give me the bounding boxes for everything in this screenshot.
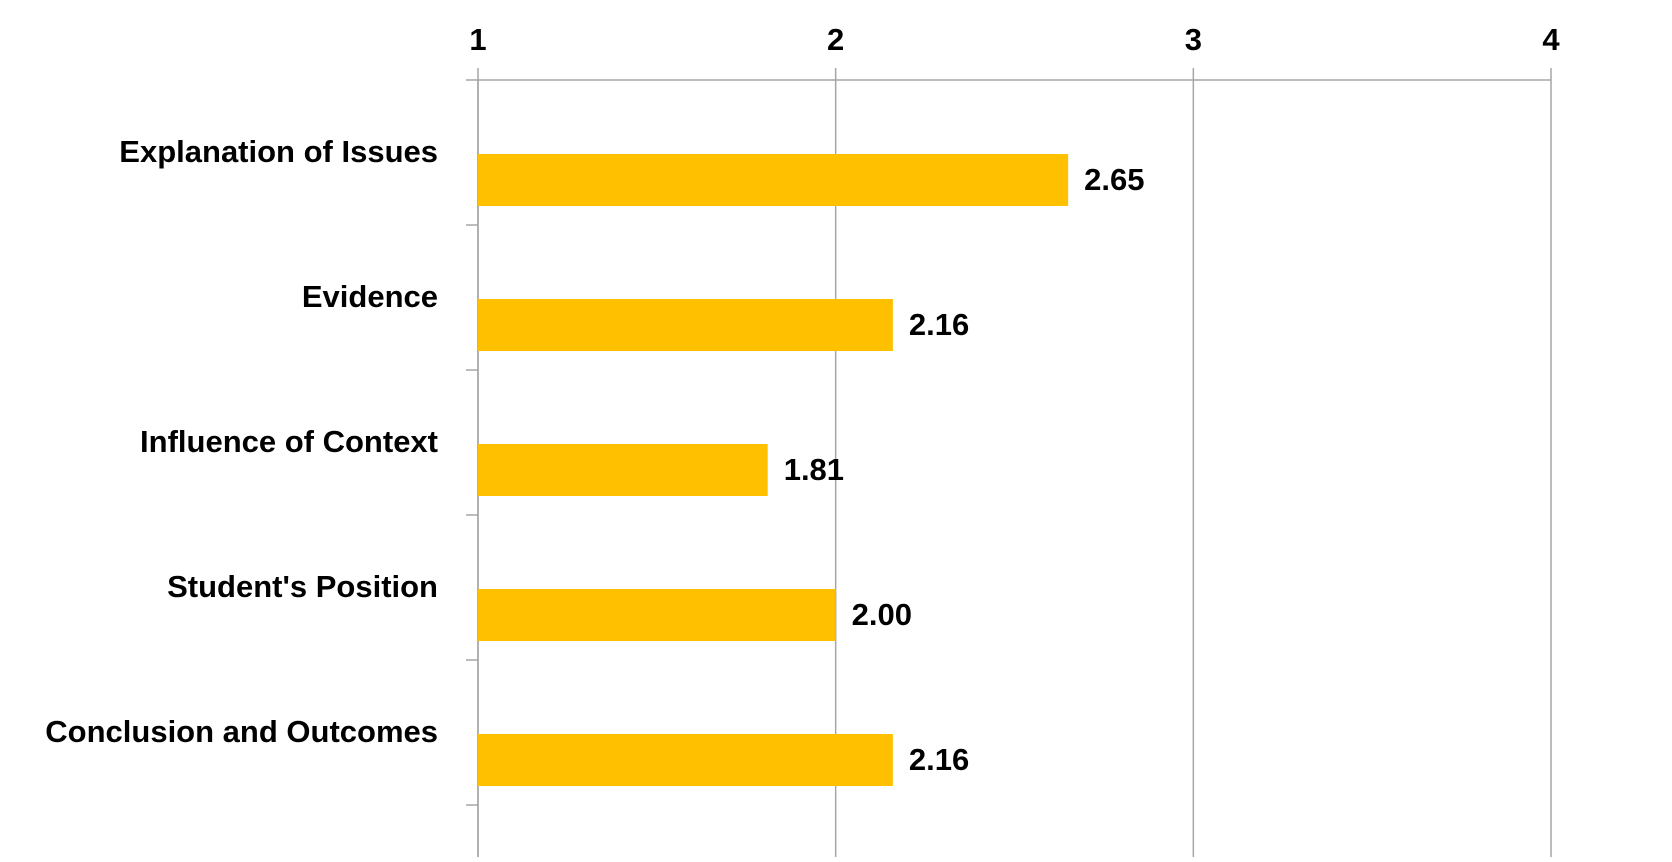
data-label: 2.65 (1084, 162, 1144, 197)
category-label: Conclusion and Outcomes (45, 714, 438, 749)
data-label: 2.16 (909, 307, 969, 342)
x-tick-label: 3 (1185, 22, 1202, 57)
data-label: 2.16 (909, 742, 969, 777)
bar (478, 734, 893, 786)
x-tick-labels: 1 2 3 4 (469, 22, 1560, 57)
bar (478, 444, 768, 496)
x-tick-label: 4 (1542, 22, 1560, 57)
data-label: 1.81 (784, 452, 844, 487)
bars (478, 154, 1069, 786)
category-label: Student's Position (167, 569, 438, 604)
bar (478, 299, 893, 351)
bar (478, 589, 836, 641)
x-tick-label: 1 (469, 22, 486, 57)
category-label: Explanation of Issues (119, 134, 438, 169)
data-labels: 2.65 2.16 1.81 2.00 2.16 (784, 162, 1145, 777)
category-labels: Explanation of Issues Evidence Influence o… (45, 134, 438, 749)
bar (478, 154, 1069, 206)
data-label: 2.00 (852, 597, 912, 632)
category-label: Evidence (302, 279, 438, 314)
category-label: Influence of Context (140, 424, 438, 459)
x-tick-label: 2 (827, 22, 844, 57)
